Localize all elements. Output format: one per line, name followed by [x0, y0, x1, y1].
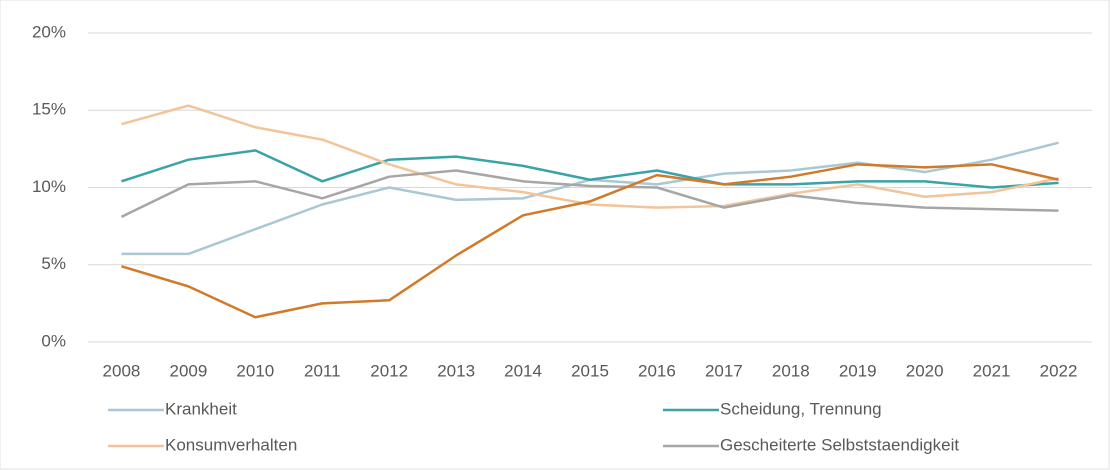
legend-label: Krankheit	[165, 399, 237, 418]
legend-label: Gescheiterte Selbststaendigkeit	[720, 435, 959, 454]
y-tick-label: 15%	[32, 100, 66, 119]
x-tick-label: 2013	[437, 361, 475, 380]
y-tick-label: 5%	[41, 254, 66, 273]
x-tick-label: 2022	[1040, 361, 1078, 380]
legend-label: Scheidung, Trennung	[720, 399, 882, 418]
x-tick-label: 2015	[571, 361, 609, 380]
x-tick-label: 2018	[772, 361, 810, 380]
x-tick-label: 2021	[973, 361, 1011, 380]
x-tick-label: 2014	[504, 361, 542, 380]
x-tick-label: 2009	[169, 361, 207, 380]
y-tick-label: 20%	[32, 22, 66, 41]
x-tick-label: 2016	[638, 361, 676, 380]
x-tick-label: 2011	[304, 361, 341, 380]
y-tick-label: 0%	[41, 331, 66, 350]
series-line	[121, 163, 1059, 319]
y-tick-label: 10%	[32, 177, 66, 196]
x-tick-label: 2020	[906, 361, 944, 380]
legend-label: Konsumverhalten	[165, 435, 297, 454]
series-line	[121, 149, 1059, 189]
x-tick-label: 2019	[839, 361, 877, 380]
x-tick-label: 2008	[103, 361, 141, 380]
series-line	[121, 104, 1059, 209]
x-tick-label: 2017	[705, 361, 743, 380]
x-tick-label: 2012	[370, 361, 408, 380]
series-line	[120, 169, 1059, 218]
x-tick-label: 2010	[236, 361, 274, 380]
